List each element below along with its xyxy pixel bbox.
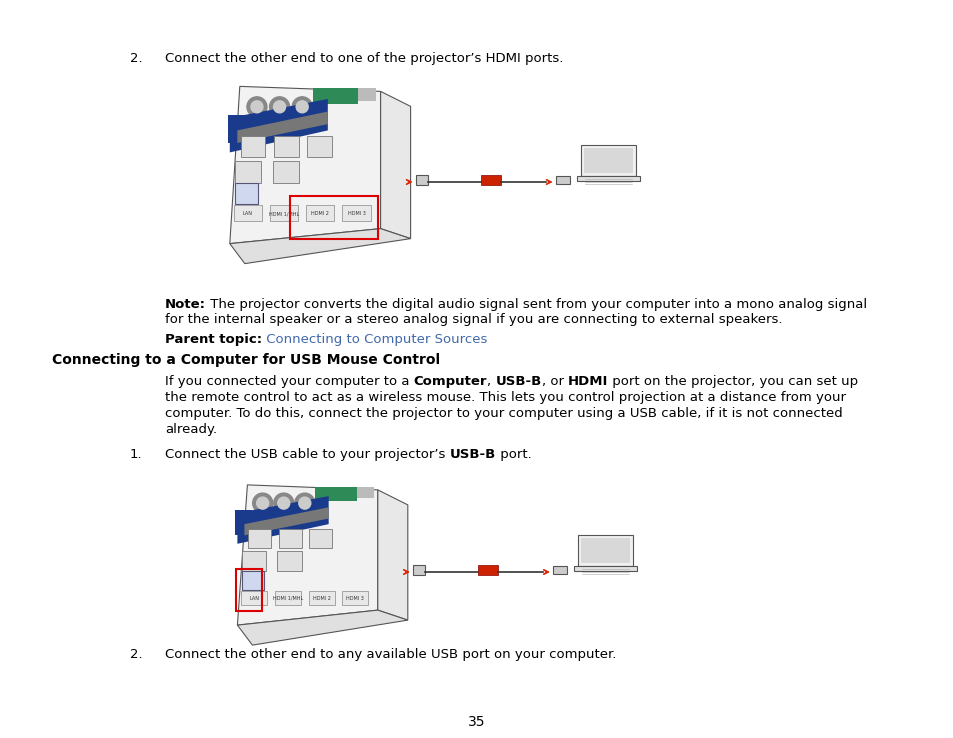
FancyBboxPatch shape: [552, 566, 566, 574]
Text: already.: already.: [165, 423, 217, 436]
Circle shape: [295, 101, 308, 113]
FancyBboxPatch shape: [242, 551, 266, 571]
Circle shape: [277, 497, 290, 509]
Text: Computer: Computer: [414, 375, 487, 388]
Text: Parent topic:: Parent topic:: [165, 333, 262, 346]
Circle shape: [298, 497, 311, 509]
Circle shape: [253, 493, 273, 513]
Circle shape: [247, 97, 267, 117]
FancyBboxPatch shape: [309, 528, 332, 548]
FancyBboxPatch shape: [573, 566, 637, 571]
FancyBboxPatch shape: [416, 175, 427, 185]
Text: LAN: LAN: [243, 211, 253, 216]
Polygon shape: [230, 86, 380, 244]
FancyBboxPatch shape: [413, 565, 424, 575]
Circle shape: [270, 97, 290, 117]
FancyBboxPatch shape: [242, 570, 263, 590]
FancyBboxPatch shape: [356, 487, 374, 498]
Text: Note:: Note:: [165, 298, 206, 311]
Text: for the internal speaker or a stereo analog signal if you are connecting to exte: for the internal speaker or a stereo ana…: [165, 313, 781, 326]
FancyBboxPatch shape: [274, 136, 298, 156]
FancyBboxPatch shape: [477, 565, 497, 575]
FancyBboxPatch shape: [248, 528, 271, 548]
Text: ,: ,: [487, 375, 496, 388]
FancyBboxPatch shape: [241, 591, 267, 604]
Text: computer. To do this, connect the projector to your computer using a USB cable, : computer. To do this, connect the projec…: [165, 407, 841, 420]
Text: HDMI 1/MHL: HDMI 1/MHL: [269, 211, 299, 216]
Text: The projector converts the digital audio signal sent from your computer into a m: The projector converts the digital audio…: [206, 298, 866, 311]
Polygon shape: [377, 490, 407, 620]
Text: Connect the other end to any available USB port on your computer.: Connect the other end to any available U…: [165, 648, 616, 661]
Text: port on the projector, you can set up: port on the projector, you can set up: [608, 375, 858, 388]
Polygon shape: [237, 485, 377, 625]
Text: Connecting to Computer Sources: Connecting to Computer Sources: [262, 333, 487, 346]
Text: port.: port.: [496, 448, 531, 461]
Polygon shape: [237, 496, 329, 544]
FancyBboxPatch shape: [234, 161, 261, 183]
FancyBboxPatch shape: [580, 538, 629, 563]
FancyBboxPatch shape: [555, 176, 569, 184]
FancyBboxPatch shape: [313, 89, 357, 104]
Text: HDMI: HDMI: [568, 375, 608, 388]
FancyBboxPatch shape: [278, 528, 301, 548]
Text: Connect the USB cable to your projector’s: Connect the USB cable to your projector’…: [165, 448, 449, 461]
FancyBboxPatch shape: [576, 176, 639, 181]
Text: HDMI 2: HDMI 2: [313, 596, 331, 601]
FancyBboxPatch shape: [270, 205, 298, 221]
Text: the remote control to act as a wireless mouse. This lets you control projection : the remote control to act as a wireless …: [165, 391, 845, 404]
Text: Connect the other end to one of the projector’s HDMI ports.: Connect the other end to one of the proj…: [165, 52, 563, 65]
FancyBboxPatch shape: [273, 161, 298, 183]
FancyBboxPatch shape: [480, 175, 500, 185]
Text: 2.: 2.: [130, 52, 143, 65]
Polygon shape: [230, 229, 410, 263]
Text: USB-B: USB-B: [449, 448, 496, 461]
Circle shape: [294, 493, 314, 513]
Text: 2.: 2.: [130, 648, 143, 661]
FancyBboxPatch shape: [308, 591, 335, 604]
Text: HDMI 3: HDMI 3: [347, 211, 365, 216]
FancyBboxPatch shape: [240, 136, 265, 156]
FancyBboxPatch shape: [314, 487, 356, 501]
FancyBboxPatch shape: [233, 205, 262, 221]
Text: 35: 35: [468, 715, 485, 729]
Text: HDMI 1/MHL: HDMI 1/MHL: [273, 596, 303, 601]
Circle shape: [274, 101, 285, 113]
FancyBboxPatch shape: [583, 148, 632, 173]
Circle shape: [251, 101, 263, 113]
Polygon shape: [244, 507, 329, 535]
FancyBboxPatch shape: [235, 510, 252, 535]
Text: HDMI 3: HDMI 3: [346, 596, 364, 601]
FancyBboxPatch shape: [580, 145, 635, 176]
Circle shape: [256, 497, 269, 509]
FancyBboxPatch shape: [234, 183, 257, 204]
Circle shape: [292, 97, 312, 117]
Text: USB-B: USB-B: [496, 375, 541, 388]
Text: If you connected your computer to a: If you connected your computer to a: [165, 375, 414, 388]
FancyBboxPatch shape: [228, 114, 246, 143]
FancyBboxPatch shape: [342, 591, 368, 604]
Polygon shape: [380, 92, 410, 238]
Polygon shape: [237, 111, 328, 143]
Circle shape: [274, 493, 294, 513]
FancyBboxPatch shape: [307, 136, 332, 156]
Polygon shape: [237, 610, 407, 645]
FancyBboxPatch shape: [306, 205, 334, 221]
Text: , or: , or: [541, 375, 568, 388]
FancyBboxPatch shape: [342, 205, 370, 221]
Text: HDMI 2: HDMI 2: [311, 211, 329, 216]
Text: 1.: 1.: [130, 448, 143, 461]
FancyBboxPatch shape: [274, 591, 301, 604]
Text: LAN: LAN: [249, 596, 259, 601]
Polygon shape: [230, 99, 328, 153]
FancyBboxPatch shape: [276, 551, 301, 571]
FancyBboxPatch shape: [578, 535, 632, 566]
Text: Connecting to a Computer for USB Mouse Control: Connecting to a Computer for USB Mouse C…: [52, 353, 439, 367]
FancyBboxPatch shape: [357, 89, 375, 101]
